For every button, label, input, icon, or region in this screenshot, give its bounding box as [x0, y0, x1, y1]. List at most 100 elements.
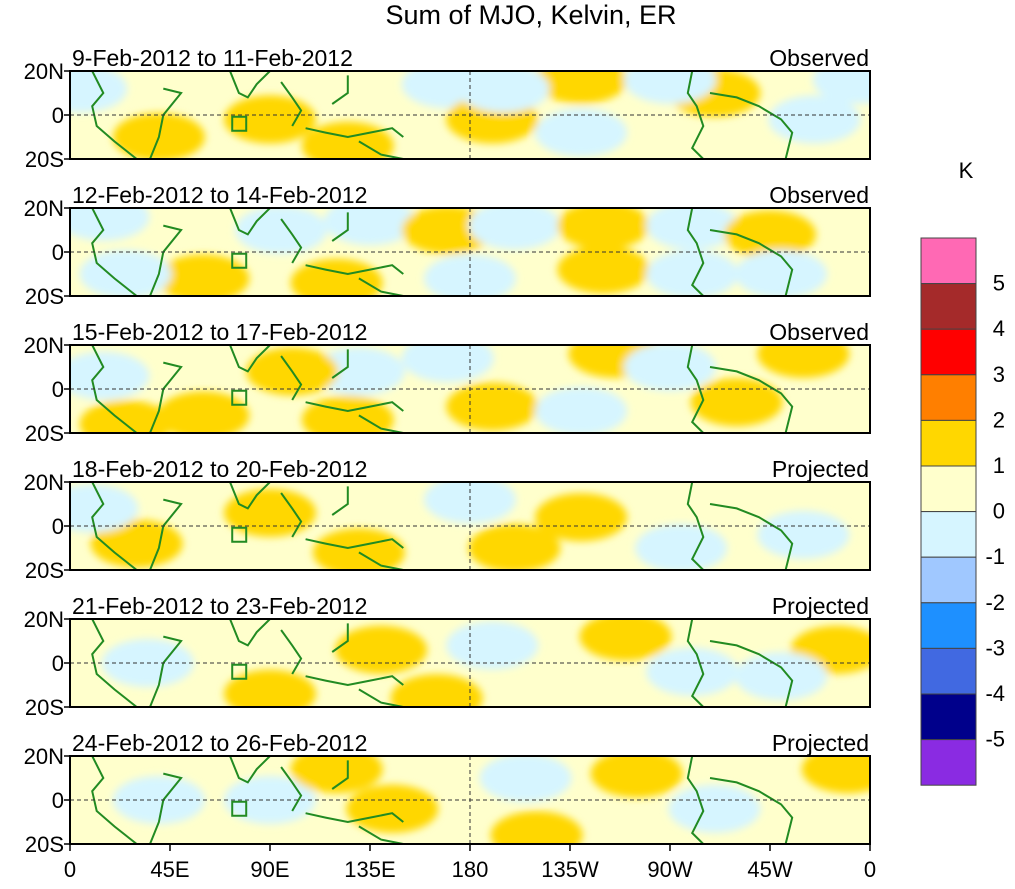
anomaly-contour	[535, 108, 628, 157]
anomaly-contour	[446, 382, 539, 431]
panel-date-range: 24-Feb-2012 to 26-Feb-2012	[72, 730, 367, 756]
anomaly-contour	[490, 811, 583, 844]
anomaly-contour	[557, 208, 650, 250]
coastline	[280, 355, 303, 401]
x-tick-label: 180	[452, 857, 489, 882]
panel-status: Observed	[769, 45, 869, 71]
y-tick-label: 20N	[24, 59, 64, 84]
coastline	[305, 401, 404, 413]
coastline	[91, 71, 138, 159]
anomaly-contour	[757, 510, 850, 559]
anomaly-contour	[757, 345, 850, 378]
panel-date-range: 15-Feb-2012 to 17-Feb-2012	[72, 319, 367, 345]
panel-status: Projected	[772, 593, 869, 619]
coastline	[91, 208, 138, 296]
panel-2: 12-Feb-2012 to 14-Feb-2012 Observed 20N 0 20…	[24, 182, 871, 309]
coastline	[709, 640, 794, 707]
x-tick-label: 90E	[250, 857, 289, 882]
chart-title: Sum of MJO, Kelvin, ER	[385, 0, 676, 30]
coastline	[331, 212, 349, 242]
panel-date-range: 21-Feb-2012 to 23-Feb-2012	[72, 593, 367, 619]
y-tick-label: 0	[52, 651, 64, 676]
anomaly-contour	[635, 524, 728, 570]
coastlines	[91, 208, 794, 296]
coastline	[280, 492, 303, 538]
anomaly-contour	[801, 756, 870, 794]
anomaly-contour	[624, 71, 716, 104]
anomaly-contour	[424, 254, 516, 296]
anomaly-contour	[624, 345, 716, 391]
x-tick-label: 45E	[150, 857, 189, 882]
colorbar-swatch	[920, 647, 977, 695]
colorbar-level-label: 4	[993, 316, 1005, 341]
coastlines	[91, 345, 794, 433]
anomaly-contour	[668, 784, 761, 833]
colorbar-swatch	[920, 511, 977, 558]
coastline	[331, 349, 349, 379]
panel-5: 21-Feb-2012 to 23-Feb-2012 Projected 20N 0 2…	[24, 593, 871, 720]
x-tick-label: 135E	[344, 857, 395, 882]
coastline	[280, 81, 303, 127]
y-tick-label: 20N	[24, 744, 64, 769]
anomaly-contour	[301, 121, 394, 159]
colorbar-level-label: 5	[993, 271, 1005, 296]
anomaly-contour	[79, 400, 172, 433]
coastline	[709, 229, 794, 296]
coastline	[358, 277, 404, 296]
anomaly-contour	[535, 493, 628, 542]
y-tick-label: 20N	[24, 470, 64, 495]
x-axis: 0 45E 90E 135E 180 135W 90W 45W 0	[64, 844, 876, 882]
panels: 9-Feb-2012 to 11-Feb-2012 Observed 20N 0 20S…	[24, 45, 871, 857]
y-tick-label: 0	[52, 514, 64, 539]
coastline	[229, 482, 271, 510]
anomaly-contour	[224, 488, 316, 537]
anomaly-contour	[557, 245, 650, 294]
panel-4: 18-Feb-2012 to 20-Feb-2012 Projected 20N 0 2…	[24, 456, 871, 583]
anomaly-contour	[446, 621, 539, 670]
anomaly-contour	[112, 776, 205, 824]
anomaly-contour	[235, 208, 328, 254]
anomaly-contour	[579, 619, 672, 661]
coastline	[229, 619, 271, 647]
anomaly-field	[70, 208, 870, 296]
colorbar-swatch	[920, 237, 977, 285]
anomaly-contour	[290, 756, 383, 794]
anomaly-contour	[79, 250, 172, 296]
panel-1: 9-Feb-2012 to 11-Feb-2012 Observed 20N 0 20S	[24, 45, 871, 172]
coastline	[305, 264, 404, 276]
x-tick-label: 135W	[541, 857, 599, 882]
anomaly-contour	[224, 669, 316, 707]
coastline	[229, 756, 271, 784]
colorbar-level-label: 1	[993, 453, 1005, 478]
coastline	[331, 623, 349, 653]
coastline	[331, 760, 349, 790]
y-tick-label: 20N	[24, 607, 64, 632]
anomaly-contour	[70, 208, 150, 241]
coastline	[709, 503, 794, 570]
y-tick-label: 0	[52, 788, 64, 813]
panel-date-range: 12-Feb-2012 to 14-Feb-2012	[72, 182, 367, 208]
anomaly-contour	[312, 528, 405, 570]
coastline	[686, 756, 705, 844]
coastline	[91, 619, 138, 707]
y-tick-label: 0	[52, 377, 64, 402]
coastline	[229, 345, 271, 373]
anomaly-contour	[735, 250, 828, 296]
target-region-box	[231, 663, 248, 680]
x-tick-label: 90W	[647, 857, 692, 882]
colorbar-level-label: -1	[985, 544, 1005, 569]
target-region-box	[231, 115, 248, 132]
anomaly-contour	[812, 71, 870, 104]
colorbar: K 5 4 3 2 1 0 -1 -2 -3 -4 -5	[920, 158, 1005, 786]
colorbar-swatch	[920, 283, 977, 330]
anomaly-contour	[724, 210, 816, 259]
coastline	[91, 756, 138, 844]
anomaly-contour	[401, 345, 494, 383]
anomaly-contour	[424, 482, 516, 524]
anomaly-contour	[390, 674, 483, 707]
anomaly-contour	[468, 208, 561, 250]
anomaly-contour	[90, 519, 183, 568]
anomaly-contour	[346, 784, 439, 833]
colorbar-swatch	[920, 693, 977, 741]
panel-date-range: 18-Feb-2012 to 20-Feb-2012	[72, 456, 367, 482]
